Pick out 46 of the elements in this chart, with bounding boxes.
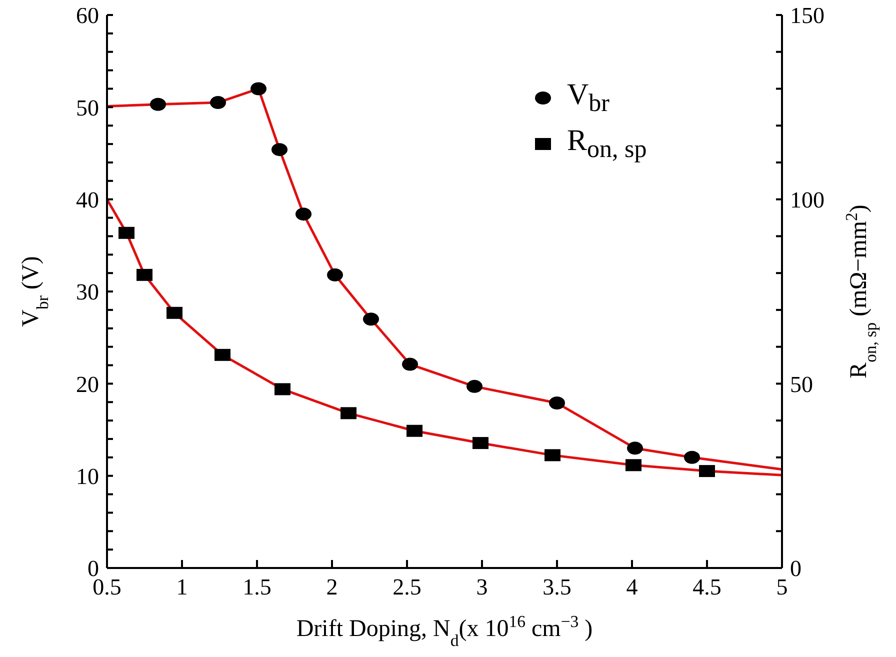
point: [466, 380, 482, 393]
x-tick-label: 5: [776, 574, 788, 600]
point: [150, 98, 166, 111]
x-tick-label: 2: [326, 574, 338, 600]
x-tick-label: 4.5: [692, 574, 722, 600]
point: [214, 348, 230, 361]
x-tick-label: 4: [626, 574, 638, 600]
y-tick-label: 10: [76, 464, 99, 489]
point: [544, 449, 560, 462]
y2-tick-label: 0: [790, 556, 802, 582]
x-tick-label: 1: [176, 574, 188, 600]
x-tick-label: 3: [476, 574, 488, 600]
line-series: [107, 198, 782, 476]
point: [210, 96, 226, 110]
point: [274, 383, 290, 396]
y2-tick-label: 150: [790, 3, 824, 28]
point: [402, 358, 418, 371]
y2-tick-label: 100: [790, 188, 824, 212]
point: [627, 442, 643, 455]
point: [118, 226, 134, 239]
y-tick-label: 50: [76, 95, 99, 120]
x-tick-label: 3.5: [542, 574, 572, 600]
point: [626, 459, 642, 472]
point: [472, 437, 488, 450]
x-tick-label: 1.5: [242, 574, 272, 600]
point: [296, 208, 312, 221]
point: [699, 465, 715, 478]
point: [363, 312, 379, 326]
y2-tick-label: 50: [790, 372, 813, 397]
y-tick-label: 60: [76, 3, 99, 28]
point: [549, 396, 565, 410]
legend-label: V$_{br}$: [567, 78, 610, 118]
point: [166, 306, 182, 319]
point: [136, 268, 152, 281]
point: [272, 143, 288, 156]
y-tick-label: 20: [76, 372, 99, 397]
point: [406, 424, 422, 437]
x-axis-title: Drift Doping, N$_{d}$(x 10$^{16}$ cm$^{−3}$ ): [296, 612, 593, 650]
y-tick-label: 30: [76, 280, 99, 305]
point: [340, 407, 356, 420]
point: [684, 450, 700, 464]
legend-label: R$_{on, sp}$: [567, 124, 647, 164]
point: [327, 268, 343, 282]
x-tick-label: 2.5: [392, 574, 422, 600]
point: [250, 82, 266, 96]
y-tick-label: 40: [76, 188, 99, 212]
